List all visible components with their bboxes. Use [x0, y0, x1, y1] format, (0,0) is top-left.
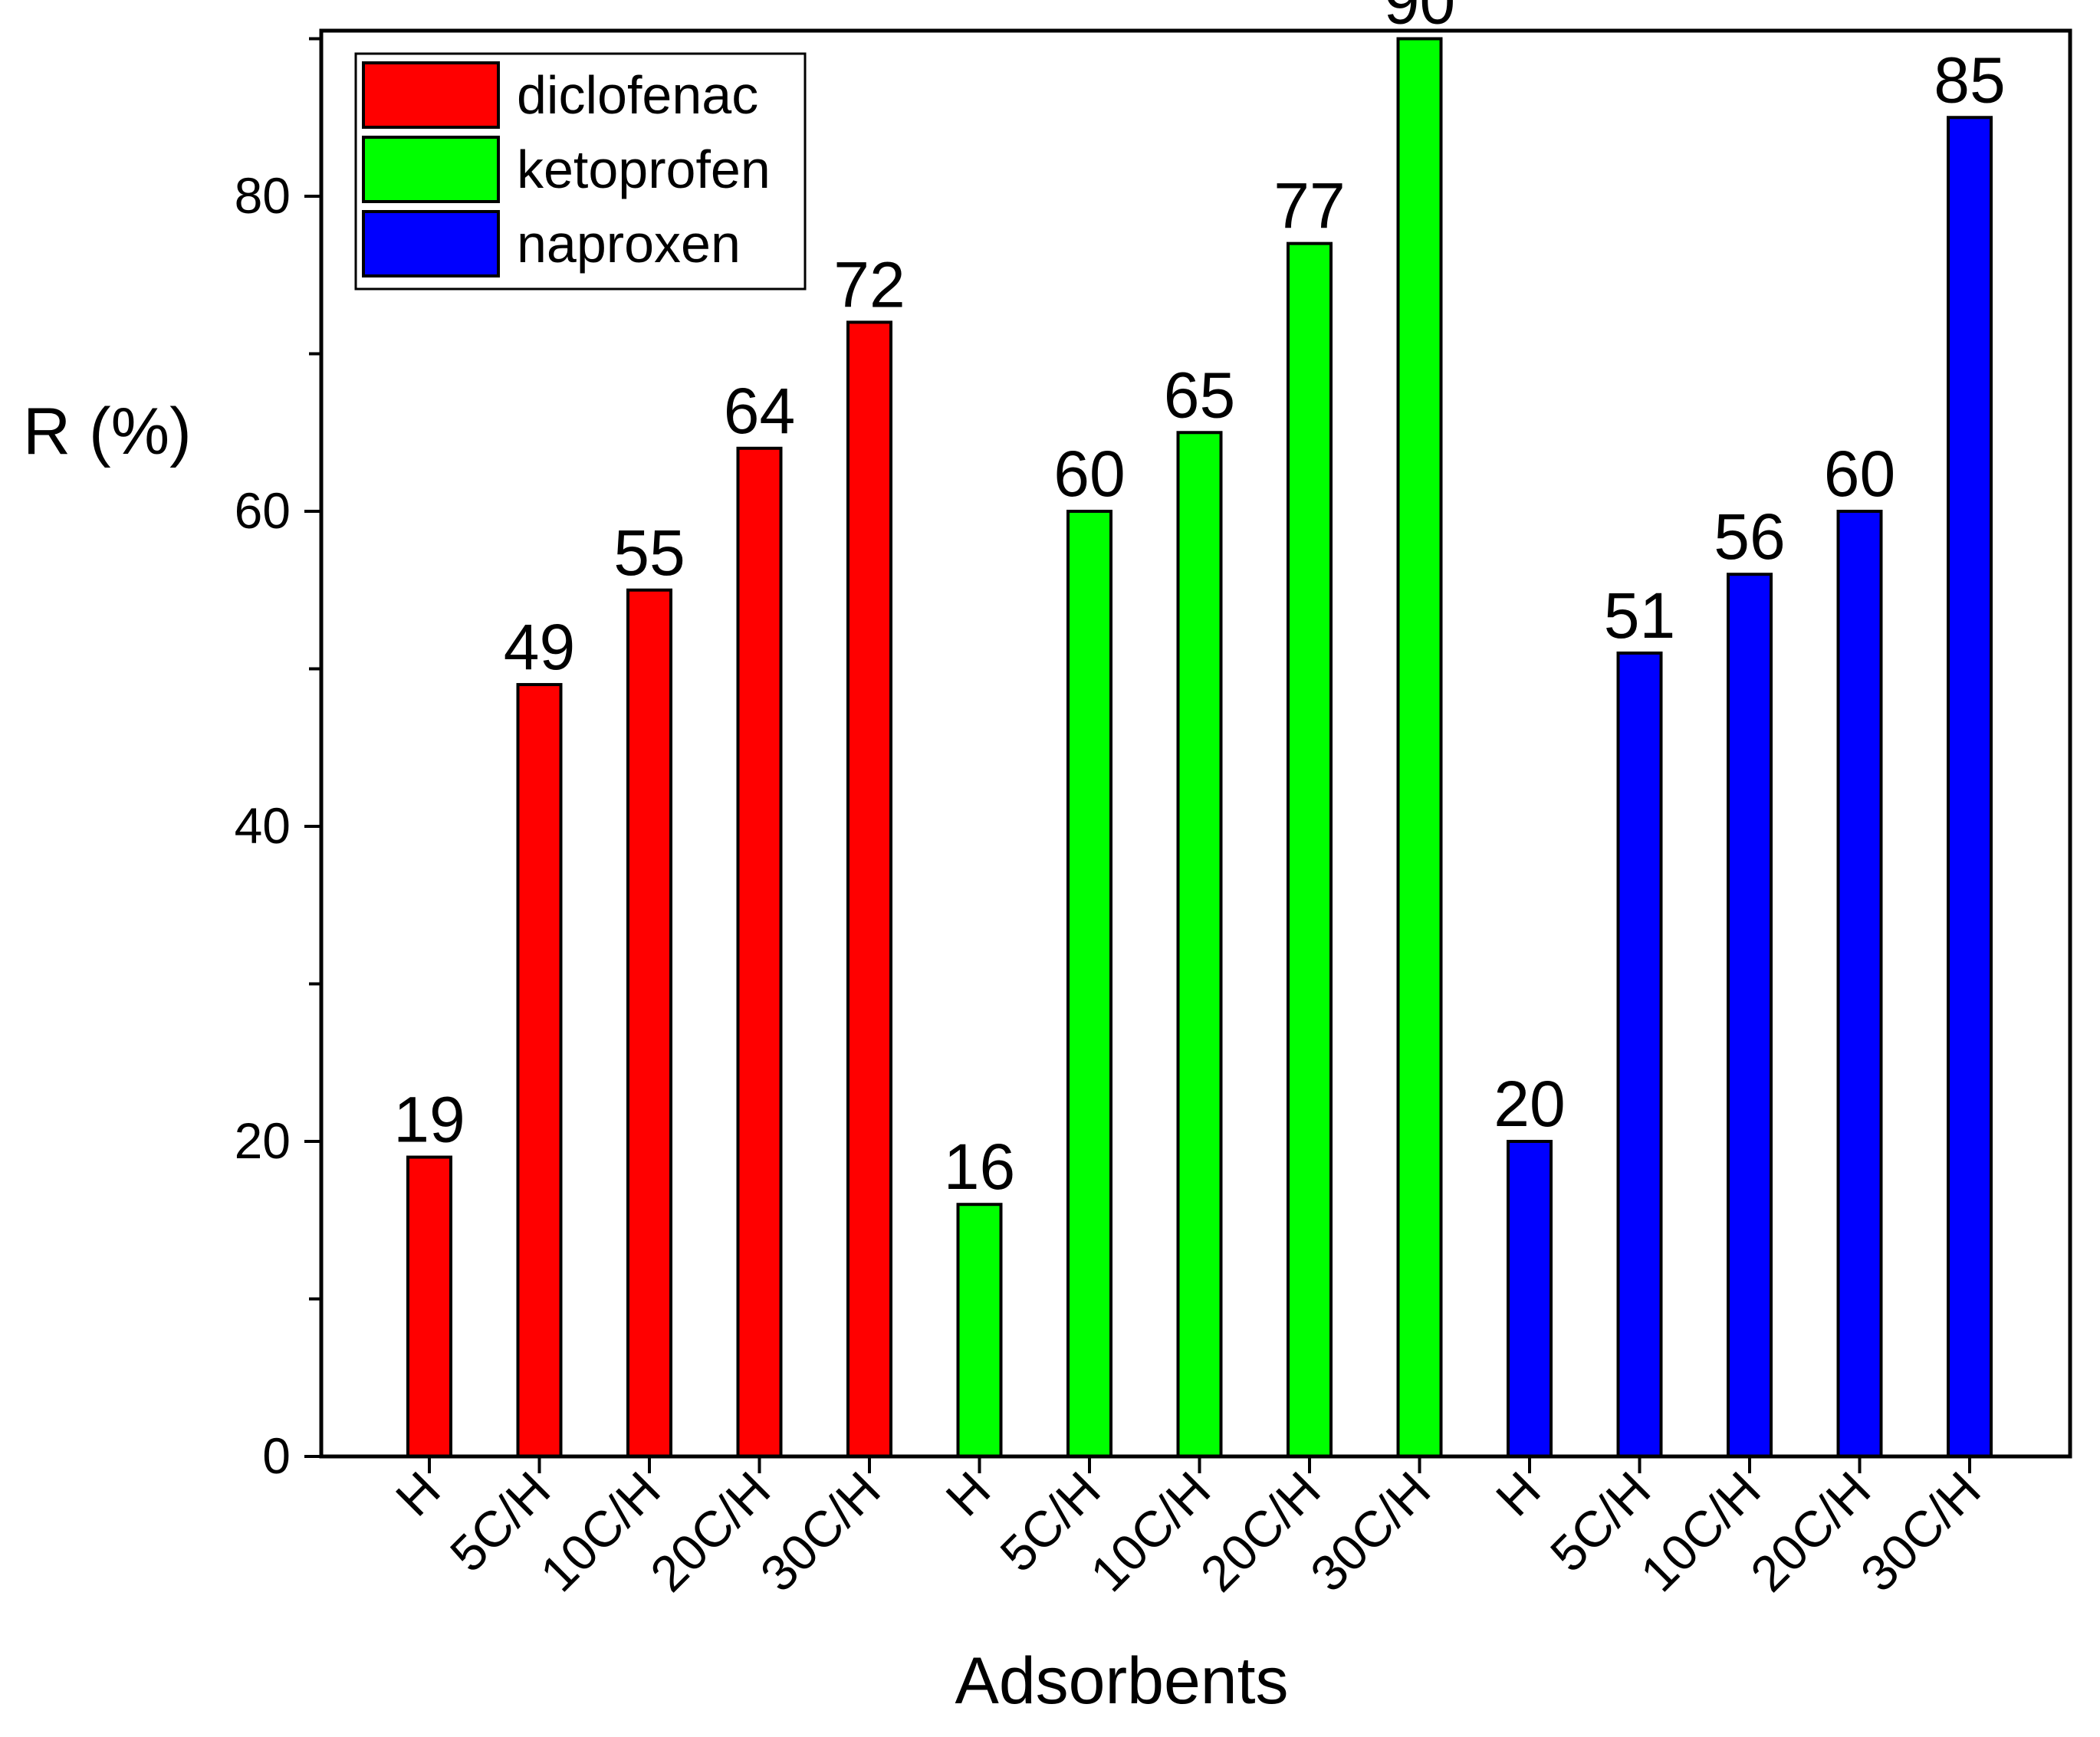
- value-label: 51: [1604, 580, 1675, 652]
- value-label: 85: [1934, 44, 2005, 116]
- y-tick-label: 80: [235, 167, 291, 224]
- bar-diclofenac-10c-h: [626, 588, 672, 1458]
- x-tick-label: 10C/H: [1080, 1461, 1221, 1603]
- value-label: 77: [1273, 170, 1345, 242]
- plot-frame: [319, 28, 2072, 1459]
- legend-label-diclofenac: diclofenac: [517, 65, 758, 125]
- x-tick-label: 20C/H: [639, 1461, 781, 1603]
- legend-label-naproxen: naproxen: [517, 214, 741, 274]
- legend-swatch-naproxen: [362, 210, 500, 277]
- x-tick-label: 30C/H: [749, 1461, 891, 1603]
- value-label: 60: [1824, 438, 1895, 510]
- legend-swatch-diclofenac: [362, 61, 500, 129]
- x-tick-label: 20C/H: [1740, 1461, 1881, 1603]
- bar-ketoprofen-30c-h: [1396, 37, 1443, 1458]
- y-axis: 0 20 40 60 80: [235, 37, 321, 1484]
- bar-naproxen-10c-h: [1727, 573, 1773, 1459]
- legend-label-ketoprofen: ketoprofen: [517, 140, 771, 199]
- x-tick-label: 10C/H: [529, 1461, 671, 1603]
- value-label: 60: [1053, 438, 1125, 510]
- y-tick-label: 60: [235, 482, 291, 539]
- legend: diclofenac ketoprofen naproxen: [354, 52, 807, 291]
- x-tick-label: H: [385, 1461, 451, 1527]
- value-label: 65: [1164, 359, 1235, 431]
- bar-diclofenac-20c-h: [736, 446, 783, 1458]
- y-axis-title: R (%): [23, 395, 192, 468]
- value-label: 55: [613, 517, 685, 589]
- value-label: 64: [724, 375, 795, 447]
- x-tick-label: H: [935, 1461, 1001, 1527]
- x-tick-label: 20C/H: [1189, 1461, 1331, 1603]
- x-tick-label: H: [1485, 1461, 1551, 1527]
- bar-diclofenac-30c-h: [846, 320, 892, 1458]
- value-label: 56: [1714, 501, 1785, 573]
- bar-ketoprofen-h: [956, 1203, 1003, 1458]
- value-label: 19: [393, 1084, 465, 1156]
- value-label: 72: [833, 248, 905, 320]
- bar-diclofenac-h: [406, 1155, 452, 1459]
- bar-ketoprofen-20c-h: [1287, 241, 1333, 1458]
- bars-layer: [406, 37, 1993, 1459]
- x-tick-label: 30C/H: [1300, 1461, 1441, 1603]
- value-label: 49: [504, 611, 575, 683]
- bar-diclofenac-5c-h: [516, 683, 563, 1458]
- legend-swatch-ketoprofen: [362, 136, 500, 203]
- y-tick-label: 0: [262, 1427, 291, 1484]
- y-tick-label: 40: [235, 797, 291, 854]
- value-label: 20: [1494, 1068, 1565, 1140]
- bar-ketoprofen-10c-h: [1176, 431, 1223, 1458]
- y-tick-label: 20: [235, 1112, 291, 1169]
- value-label: 16: [944, 1131, 1015, 1203]
- bar-naproxen-h: [1507, 1140, 1553, 1458]
- bar-ketoprofen-5c-h: [1066, 510, 1112, 1458]
- bar-naproxen-20c-h: [1836, 510, 1883, 1458]
- x-tick-label: 30C/H: [1849, 1461, 1991, 1603]
- x-tick-label: 10C/H: [1629, 1461, 1771, 1603]
- x-axis-title: Adsorbents: [955, 1644, 1288, 1718]
- bar-naproxen-5c-h: [1616, 651, 1663, 1459]
- bar-naproxen-30c-h: [1947, 116, 1993, 1458]
